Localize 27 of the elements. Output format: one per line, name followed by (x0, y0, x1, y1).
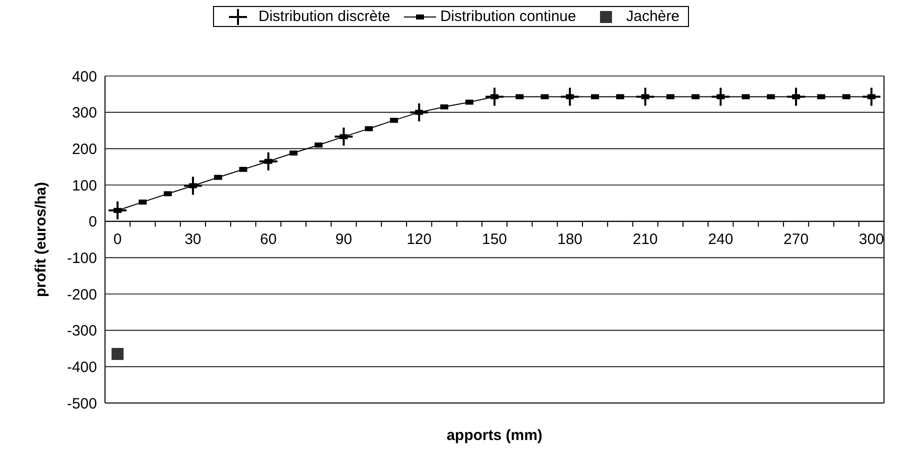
x-axis-title: apports (mm) (446, 427, 542, 444)
x-tick-label: 30 (184, 230, 202, 248)
x-tick-label: 210 (632, 230, 658, 248)
x-tick-label: 0 (113, 230, 122, 248)
y-tick-label: 0 (88, 214, 97, 231)
x-tick-label: 60 (260, 230, 277, 248)
x-tick-label: 90 (335, 230, 352, 248)
x-tick-label: 180 (557, 230, 582, 248)
x-tick-label: 120 (406, 230, 432, 248)
legend-label: Distribution continue (440, 8, 576, 25)
y-tick-label: -500 (66, 395, 97, 412)
y-tick-label: 200 (72, 140, 97, 158)
y-tick-label: -400 (66, 358, 97, 376)
legend-label: Distribution discrète (258, 8, 390, 25)
y-tick-label: 100 (72, 177, 97, 194)
legend-label: Jachère (626, 8, 680, 25)
y-tick-label: 300 (72, 104, 97, 122)
x-tick-label: 240 (708, 230, 734, 248)
x-tick-label: 300 (858, 230, 884, 248)
y-tick-label: -100 (66, 250, 97, 267)
y-tick-label: -200 (66, 286, 97, 304)
y-tick-label: 400 (72, 68, 97, 86)
point (112, 348, 124, 360)
x-tick-label: 150 (482, 230, 508, 248)
y-axis-title: profit (euros/ha) (32, 182, 50, 297)
x-tick-label: 270 (784, 230, 809, 248)
y-tick-label: -300 (66, 322, 97, 340)
